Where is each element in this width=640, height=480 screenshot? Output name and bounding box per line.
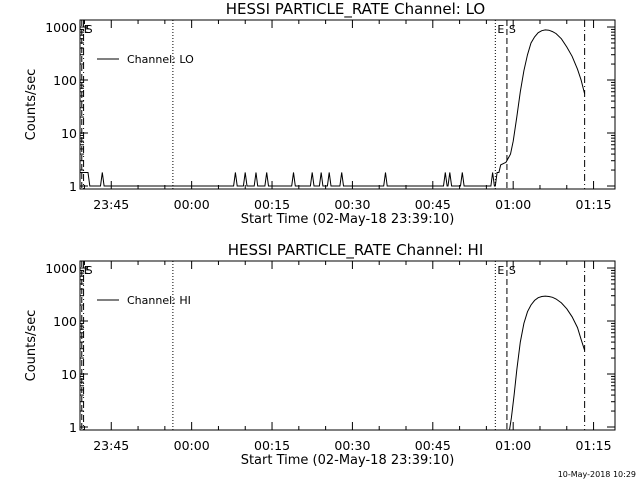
series-line	[80, 29, 586, 187]
x-tick-label: 23:45	[93, 438, 129, 453]
y-tick-label: 1000	[45, 20, 77, 35]
x-tick-label: 00:45	[415, 438, 451, 453]
y-tick-label: 1	[69, 420, 77, 435]
timestamp-label: 10-May-2018 10:29	[557, 470, 636, 479]
legend-label: Channel: LO	[127, 53, 194, 66]
event-marker-label: E	[84, 23, 91, 36]
legend-label: Channel: HI	[127, 294, 191, 307]
y-tick-label: 10	[61, 126, 77, 141]
y-tick-label: 10	[61, 367, 77, 382]
y-tick-label: 100	[53, 73, 77, 88]
x-tick-label: 00:00	[174, 197, 210, 212]
event-marker-label: E	[84, 264, 91, 277]
x-axis-label: Start Time (02-May-18 23:39:10)	[241, 212, 455, 227]
x-tick-label: 00:45	[415, 197, 451, 212]
x-tick-label: 00:15	[254, 197, 290, 212]
event-marker-label: E	[497, 23, 504, 36]
x-tick-label: 00:15	[254, 438, 290, 453]
y-tick-label: 1	[69, 179, 77, 194]
chart-title: HESSI PARTICLE_RATE Channel: HI	[228, 241, 484, 260]
chart-title: HESSI PARTICLE_RATE Channel: LO	[226, 0, 485, 19]
x-tick-label: 00:30	[334, 438, 370, 453]
x-tick-label: 23:45	[93, 197, 129, 212]
event-marker-label: S	[509, 23, 516, 36]
series-line	[509, 295, 586, 430]
event-marker-label: E	[497, 264, 504, 277]
event-marker-label: S	[509, 264, 516, 277]
event-marker-label: S	[86, 23, 93, 36]
chart-panel-1: HESSI PARTICLE_RATE Channel: HI 1 10 100 100…	[24, 241, 616, 468]
x-tick-label: 01:00	[495, 197, 531, 212]
y-axis-label: Counts/sec	[24, 310, 39, 382]
plot-frame	[79, 260, 616, 431]
y-tick-label: 1000	[45, 261, 77, 276]
chart-panel-0: HESSI PARTICLE_RATE Channel: LO 1 10 100 100…	[24, 0, 616, 227]
x-tick-label: 00:00	[174, 438, 210, 453]
event-marker-label: S	[86, 264, 93, 277]
y-axis-label: Counts/sec	[24, 69, 39, 141]
y-tick-label: 100	[53, 314, 77, 329]
x-tick-label: 01:15	[576, 438, 612, 453]
x-axis-label: Start Time (02-May-18 23:39:10)	[241, 453, 455, 468]
x-tick-label: 01:15	[576, 197, 612, 212]
x-tick-label: 00:30	[334, 197, 370, 212]
x-tick-label: 01:00	[495, 438, 531, 453]
plot-frame	[79, 19, 616, 190]
